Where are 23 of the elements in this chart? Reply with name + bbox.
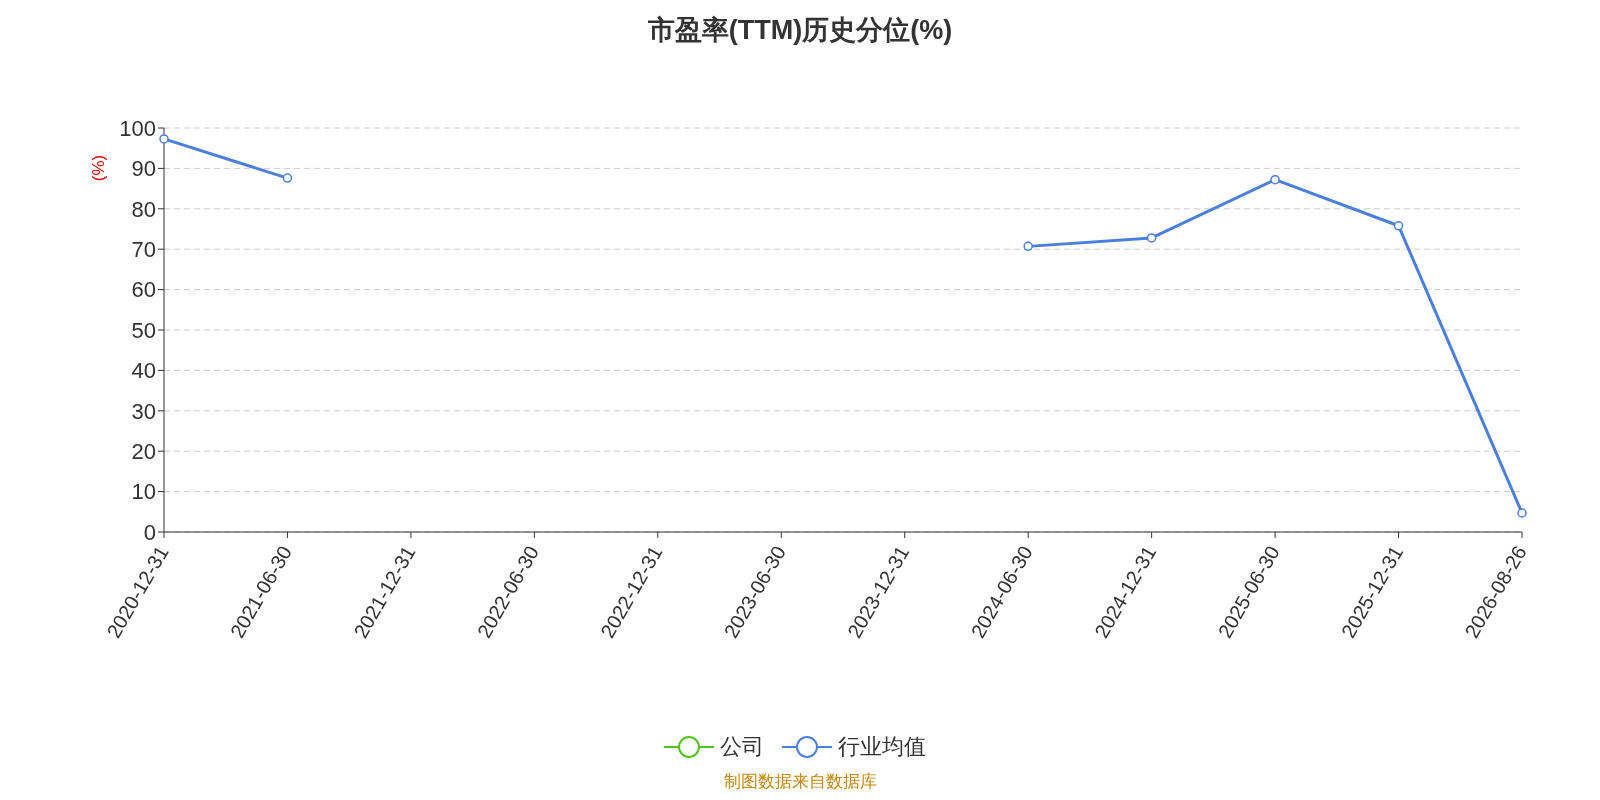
point [159, 134, 169, 144]
y-tick-label: 40 [131, 358, 156, 384]
legend-label: 公司 [720, 733, 764, 761]
y-tick-label: 100 [119, 115, 156, 141]
y-tick-label: 90 [131, 156, 156, 182]
point [1393, 221, 1404, 231]
legend-label: 行业均值 [838, 733, 926, 761]
point [1023, 241, 1033, 252]
chart-title: 市盈率(TTM)历史分位(%) [646, 14, 954, 47]
y-axis-title: (%) [89, 154, 110, 182]
point [1270, 174, 1280, 185]
point [1517, 508, 1527, 518]
point [1146, 233, 1157, 243]
y-tick-label: 0 [143, 519, 156, 545]
y-tick-label: 20 [131, 439, 156, 465]
y-tick-label: 80 [131, 196, 156, 222]
y-tick-label: 30 [131, 398, 156, 424]
y-tick-label: 10 [131, 479, 156, 505]
point [282, 173, 293, 183]
text: 制图数据来自数据库 [722, 771, 878, 793]
y-tick-label: 60 [131, 277, 156, 303]
y-tick-label: 70 [131, 237, 156, 263]
y-tick-label: 50 [131, 317, 156, 343]
